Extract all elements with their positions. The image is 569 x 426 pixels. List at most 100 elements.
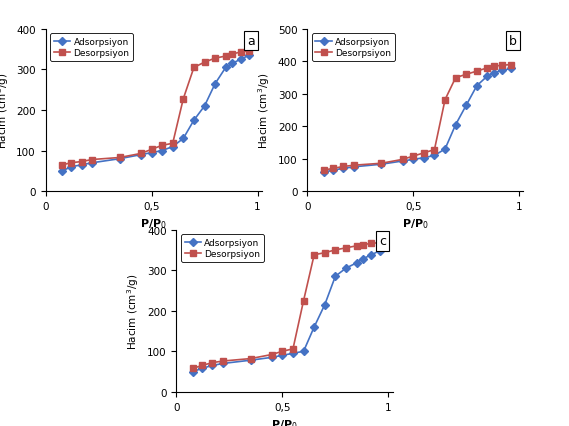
Desorpsiyon xyxy=(237,50,244,55)
Adsorpsiyon xyxy=(220,361,226,366)
Adsorpsiyon xyxy=(368,253,375,258)
Adsorpsiyon xyxy=(420,156,427,161)
Adsorpsiyon xyxy=(399,159,406,164)
Desorpsiyon xyxy=(311,253,318,258)
Desorpsiyon xyxy=(201,60,208,66)
Desorpsiyon xyxy=(279,349,286,354)
Adsorpsiyon xyxy=(490,71,497,76)
Desorpsiyon xyxy=(212,56,218,61)
Adsorpsiyon xyxy=(377,248,384,253)
Desorpsiyon xyxy=(399,158,406,163)
Desorpsiyon xyxy=(410,154,417,159)
Text: a: a xyxy=(248,35,255,48)
Desorpsiyon xyxy=(360,242,366,248)
Y-axis label: Hacim (cm$^3$/g): Hacim (cm$^3$/g) xyxy=(257,73,273,149)
Text: b: b xyxy=(509,35,517,48)
Desorpsiyon xyxy=(247,356,254,361)
Adsorpsiyon xyxy=(290,351,296,356)
Adsorpsiyon xyxy=(212,82,218,87)
Adsorpsiyon xyxy=(229,62,236,67)
Adsorpsiyon xyxy=(329,168,336,173)
Desorpsiyon xyxy=(378,161,385,167)
Desorpsiyon xyxy=(59,163,66,168)
Y-axis label: Hacim (cm$^3$/g): Hacim (cm$^3$/g) xyxy=(126,273,142,349)
X-axis label: P/P$_0$: P/P$_0$ xyxy=(140,217,167,231)
Adsorpsiyon xyxy=(473,84,480,89)
Adsorpsiyon xyxy=(343,266,349,271)
Adsorpsiyon xyxy=(190,369,197,374)
Desorpsiyon xyxy=(269,352,275,357)
Desorpsiyon xyxy=(473,69,480,75)
Desorpsiyon xyxy=(78,160,85,165)
Desorpsiyon xyxy=(222,55,229,60)
Desorpsiyon xyxy=(452,76,459,81)
Desorpsiyon xyxy=(89,158,96,163)
Desorpsiyon xyxy=(499,63,506,69)
Desorpsiyon xyxy=(329,167,336,172)
Adsorpsiyon xyxy=(269,355,275,360)
Adsorpsiyon xyxy=(499,69,506,74)
Desorpsiyon xyxy=(180,97,187,102)
Desorpsiyon xyxy=(138,152,145,157)
Desorpsiyon xyxy=(332,248,339,253)
Adsorpsiyon xyxy=(463,104,469,109)
Desorpsiyon xyxy=(431,148,438,153)
Desorpsiyon xyxy=(463,72,469,78)
Desorpsiyon xyxy=(229,52,236,58)
Desorpsiyon xyxy=(209,360,216,366)
Adsorpsiyon xyxy=(116,157,123,162)
Adsorpsiyon xyxy=(170,144,176,150)
Adsorpsiyon xyxy=(247,358,254,363)
Adsorpsiyon xyxy=(321,302,328,308)
Adsorpsiyon xyxy=(300,349,307,354)
Adsorpsiyon xyxy=(321,170,328,176)
Line: Desorpsiyon: Desorpsiyon xyxy=(60,49,252,168)
Desorpsiyon xyxy=(321,250,328,256)
Desorpsiyon xyxy=(290,346,296,351)
Line: Adsorpsiyon: Adsorpsiyon xyxy=(60,53,252,174)
Adsorpsiyon xyxy=(199,366,205,371)
Desorpsiyon xyxy=(321,168,328,173)
Adsorpsiyon xyxy=(68,165,75,170)
Desorpsiyon xyxy=(442,98,448,103)
Desorpsiyon xyxy=(508,63,514,68)
Adsorpsiyon xyxy=(279,353,286,358)
Desorpsiyon xyxy=(353,244,360,249)
Line: Adsorpsiyon: Adsorpsiyon xyxy=(321,66,514,176)
Adsorpsiyon xyxy=(209,363,216,368)
Adsorpsiyon xyxy=(378,162,385,167)
Desorpsiyon xyxy=(199,363,205,368)
Legend: Adsorpsiyon, Desorpsiyon: Adsorpsiyon, Desorpsiyon xyxy=(50,35,133,62)
Adsorpsiyon xyxy=(138,153,145,158)
Adsorpsiyon xyxy=(201,104,208,109)
Desorpsiyon xyxy=(300,298,307,303)
Desorpsiyon xyxy=(159,144,166,149)
Adsorpsiyon xyxy=(360,256,366,262)
Adsorpsiyon xyxy=(431,153,438,158)
Adsorpsiyon xyxy=(191,118,197,124)
Adsorpsiyon xyxy=(508,67,514,72)
Desorpsiyon xyxy=(246,49,253,54)
Desorpsiyon xyxy=(368,241,375,246)
Adsorpsiyon xyxy=(246,54,253,59)
Adsorpsiyon xyxy=(332,274,339,279)
Desorpsiyon xyxy=(351,163,357,168)
X-axis label: P/P$_0$: P/P$_0$ xyxy=(402,217,429,231)
Adsorpsiyon xyxy=(410,158,417,163)
Desorpsiyon xyxy=(484,66,491,71)
Adsorpsiyon xyxy=(452,123,459,128)
Adsorpsiyon xyxy=(351,165,357,170)
Desorpsiyon xyxy=(190,366,197,371)
Line: Desorpsiyon: Desorpsiyon xyxy=(191,240,383,371)
Adsorpsiyon xyxy=(484,74,491,79)
Adsorpsiyon xyxy=(78,163,85,168)
Legend: Adsorpsiyon, Desorpsiyon: Adsorpsiyon, Desorpsiyon xyxy=(181,235,264,262)
Adsorpsiyon xyxy=(340,167,347,172)
Adsorpsiyon xyxy=(159,149,166,154)
Desorpsiyon xyxy=(68,161,75,166)
Adsorpsiyon xyxy=(237,58,244,63)
Desorpsiyon xyxy=(420,151,427,156)
Desorpsiyon xyxy=(170,141,176,147)
Adsorpsiyon xyxy=(442,147,448,152)
Adsorpsiyon xyxy=(89,161,96,166)
